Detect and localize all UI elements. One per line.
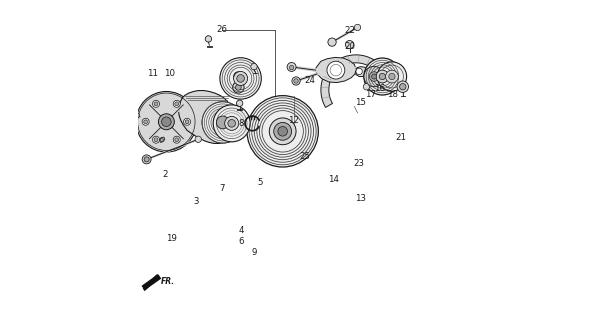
Circle shape <box>274 123 292 140</box>
Circle shape <box>400 84 406 90</box>
Circle shape <box>134 113 140 118</box>
Text: 3: 3 <box>194 197 200 206</box>
Circle shape <box>364 84 369 90</box>
Circle shape <box>278 126 287 136</box>
Text: 18: 18 <box>387 90 398 99</box>
Circle shape <box>346 41 353 49</box>
Circle shape <box>369 72 379 81</box>
Text: 9: 9 <box>251 248 257 257</box>
Circle shape <box>287 62 296 71</box>
Circle shape <box>327 61 345 79</box>
Text: 19: 19 <box>166 234 176 243</box>
Circle shape <box>235 84 241 90</box>
Circle shape <box>379 73 386 80</box>
Circle shape <box>372 74 377 79</box>
Text: 4: 4 <box>239 226 244 235</box>
Circle shape <box>220 58 261 99</box>
Circle shape <box>292 77 300 85</box>
Text: 25: 25 <box>299 152 311 161</box>
Text: 11: 11 <box>147 69 159 78</box>
Circle shape <box>136 92 197 152</box>
Circle shape <box>377 62 407 91</box>
Text: 22: 22 <box>344 27 355 36</box>
Circle shape <box>162 117 171 126</box>
Polygon shape <box>315 57 356 83</box>
Text: 26: 26 <box>217 25 228 34</box>
Polygon shape <box>143 275 159 291</box>
Circle shape <box>154 102 158 106</box>
Circle shape <box>364 58 401 95</box>
Text: 10: 10 <box>164 69 175 78</box>
Text: 16: 16 <box>374 84 386 93</box>
Circle shape <box>269 118 296 145</box>
Circle shape <box>294 79 298 83</box>
Circle shape <box>247 96 318 167</box>
Text: 17: 17 <box>365 90 376 99</box>
Circle shape <box>173 136 180 143</box>
Text: FR.: FR. <box>162 276 175 285</box>
Text: 14: 14 <box>328 175 339 184</box>
Text: 2: 2 <box>162 170 168 179</box>
Circle shape <box>228 120 235 127</box>
Circle shape <box>356 68 362 75</box>
Circle shape <box>185 120 189 124</box>
Text: 12: 12 <box>288 116 299 125</box>
Circle shape <box>233 82 244 93</box>
Circle shape <box>142 118 149 125</box>
Circle shape <box>153 100 160 107</box>
Polygon shape <box>159 137 165 142</box>
Circle shape <box>175 102 179 106</box>
Circle shape <box>195 136 201 142</box>
Circle shape <box>160 138 163 141</box>
Circle shape <box>175 138 179 142</box>
Circle shape <box>144 120 147 124</box>
Circle shape <box>233 71 248 85</box>
Text: 7: 7 <box>219 184 225 193</box>
Circle shape <box>355 24 361 31</box>
Circle shape <box>289 65 294 70</box>
Polygon shape <box>321 55 386 108</box>
Circle shape <box>388 73 395 80</box>
Circle shape <box>328 38 336 46</box>
Circle shape <box>236 100 243 107</box>
Text: 15: 15 <box>355 98 366 107</box>
Circle shape <box>213 105 250 142</box>
Circle shape <box>216 116 229 129</box>
Text: 21: 21 <box>395 133 406 142</box>
Text: 8: 8 <box>239 119 244 128</box>
Circle shape <box>237 75 244 82</box>
Circle shape <box>376 70 388 83</box>
Circle shape <box>397 81 409 92</box>
Circle shape <box>153 136 160 143</box>
Circle shape <box>364 66 384 87</box>
Circle shape <box>159 114 174 130</box>
Circle shape <box>206 36 211 42</box>
Text: 6: 6 <box>239 237 244 246</box>
Circle shape <box>251 63 257 70</box>
Circle shape <box>144 157 149 162</box>
Circle shape <box>173 100 180 107</box>
Text: 24: 24 <box>304 76 315 85</box>
Circle shape <box>154 138 158 142</box>
Text: 13: 13 <box>355 194 366 203</box>
Circle shape <box>202 102 244 143</box>
Circle shape <box>225 116 239 130</box>
Polygon shape <box>178 91 235 143</box>
Circle shape <box>386 70 399 83</box>
Circle shape <box>184 118 191 125</box>
Text: 20: 20 <box>344 42 355 52</box>
Text: 23: 23 <box>353 159 365 168</box>
Polygon shape <box>356 67 369 76</box>
Circle shape <box>142 155 151 164</box>
Text: 5: 5 <box>258 178 263 187</box>
